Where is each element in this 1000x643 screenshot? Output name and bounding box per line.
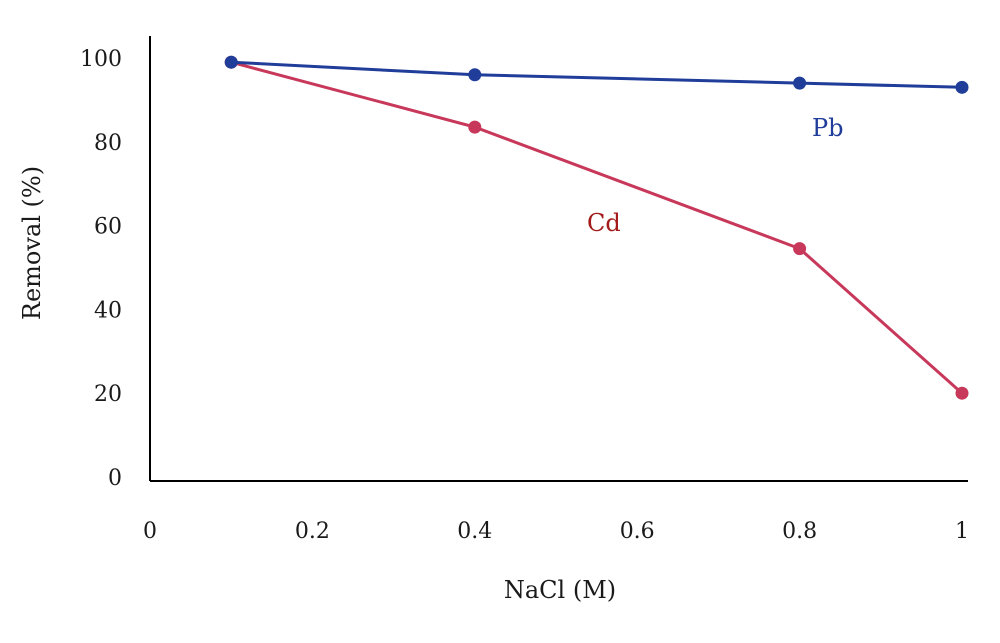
y-tick-label: 80 <box>94 131 122 156</box>
x-tick-label: 0.4 <box>457 519 492 544</box>
x-tick-label: 0 <box>143 519 157 544</box>
x-tick-label: 0.6 <box>620 519 655 544</box>
data-point-cd <box>955 386 969 400</box>
series-label-cd: Cd <box>587 209 621 237</box>
data-point-pb <box>224 55 238 69</box>
y-tick-label: 60 <box>94 215 122 240</box>
axes <box>149 36 968 482</box>
series-layer <box>224 55 969 400</box>
x-axis-title: NaCl (M) <box>504 576 616 604</box>
y-tick-label: 0 <box>108 466 122 491</box>
data-point-pb <box>955 80 969 94</box>
y-tick-label: 40 <box>94 298 122 323</box>
data-point-cd <box>468 120 482 134</box>
series-line-cd <box>230 60 963 395</box>
data-point-pb <box>793 76 807 90</box>
y-tick-label: 100 <box>80 47 122 72</box>
x-tick-label: 1 <box>955 519 969 544</box>
data-point-cd <box>793 242 807 256</box>
series-label-pb: Pb <box>812 114 844 142</box>
y-tick-labels: 0 20 40 60 80 100 <box>80 47 122 491</box>
x-tick-labels: 0 0.2 0.4 0.6 0.8 1 <box>143 519 969 544</box>
x-tick-label: 0.2 <box>295 519 330 544</box>
data-point-pb <box>468 68 482 82</box>
series-line-pb <box>231 60 963 89</box>
y-axis-title: Removal (%) <box>18 166 46 320</box>
y-tick-label: 20 <box>94 382 122 407</box>
x-tick-label: 0.8 <box>782 519 817 544</box>
